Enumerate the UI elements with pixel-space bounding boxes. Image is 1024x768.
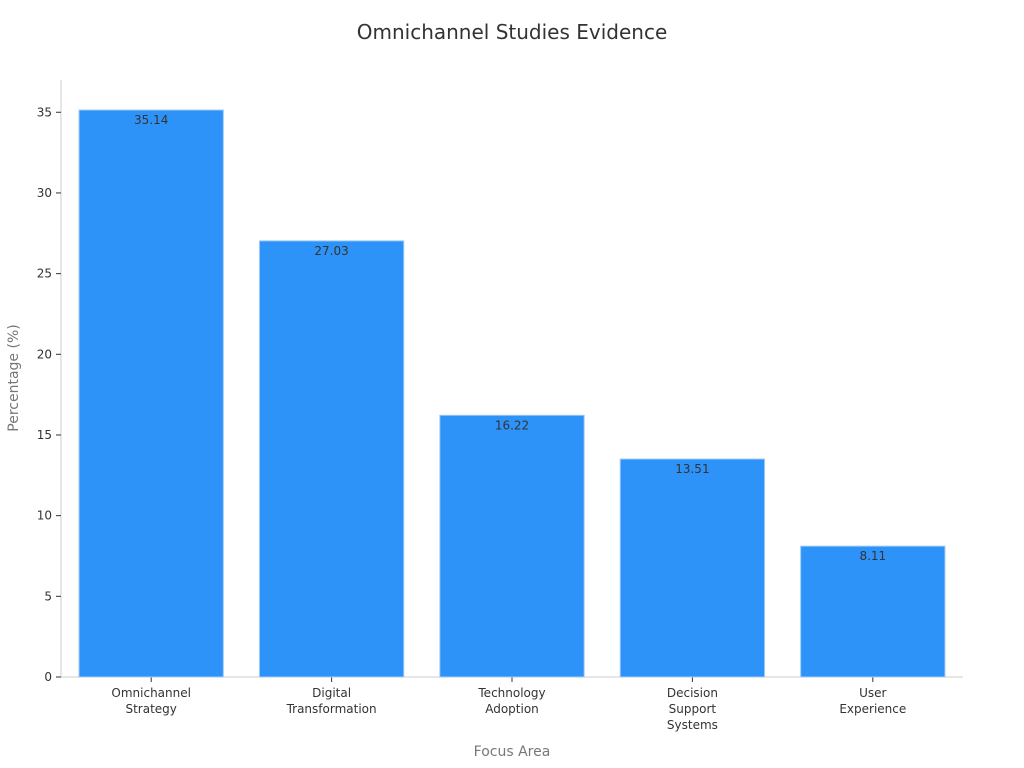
bar — [800, 545, 946, 678]
x-tick-label: Digital Transformation — [286, 686, 377, 716]
y-tick-label: 0 — [44, 670, 52, 684]
bars — [78, 109, 946, 678]
bar — [619, 458, 766, 678]
y-tick-label: 10 — [37, 509, 52, 523]
data-label: 13.51 — [675, 462, 709, 476]
bar — [258, 240, 405, 678]
chart-title: Omnichannel Studies Evidence — [356, 20, 668, 44]
y-tick-label: 15 — [37, 428, 52, 442]
y-tick-label: 25 — [37, 267, 52, 281]
y-axis-title: Percentage (%) — [6, 324, 22, 431]
data-label: 8.11 — [859, 549, 886, 563]
y-tick-label: 30 — [37, 186, 52, 200]
x-tick-label: Decision Support Systems — [667, 686, 718, 732]
x-tick-label: Omnichannel Strategy — [111, 686, 191, 716]
bar — [78, 109, 224, 678]
x-axis-title: Focus Area — [474, 744, 551, 760]
data-label: 16.22 — [495, 418, 529, 432]
x-axis: Omnichannel Strategy Digital Transformation… — [61, 676, 963, 732]
y-tick-label: 20 — [37, 347, 52, 361]
x-tick-label: Technology Adoption — [477, 686, 545, 716]
data-label: 35.14 — [134, 113, 168, 127]
y-tick-label: 5 — [44, 589, 52, 603]
x-tick-label: User Experience — [839, 686, 906, 716]
y-axis: 0 5 10 15 20 25 30 35 — [37, 80, 62, 684]
y-tick-label: 35 — [37, 105, 52, 119]
data-labels: 35.14 27.03 16.22 13.51 8.11 — [134, 113, 886, 563]
bar — [439, 414, 585, 678]
data-label: 27.03 — [314, 244, 348, 258]
